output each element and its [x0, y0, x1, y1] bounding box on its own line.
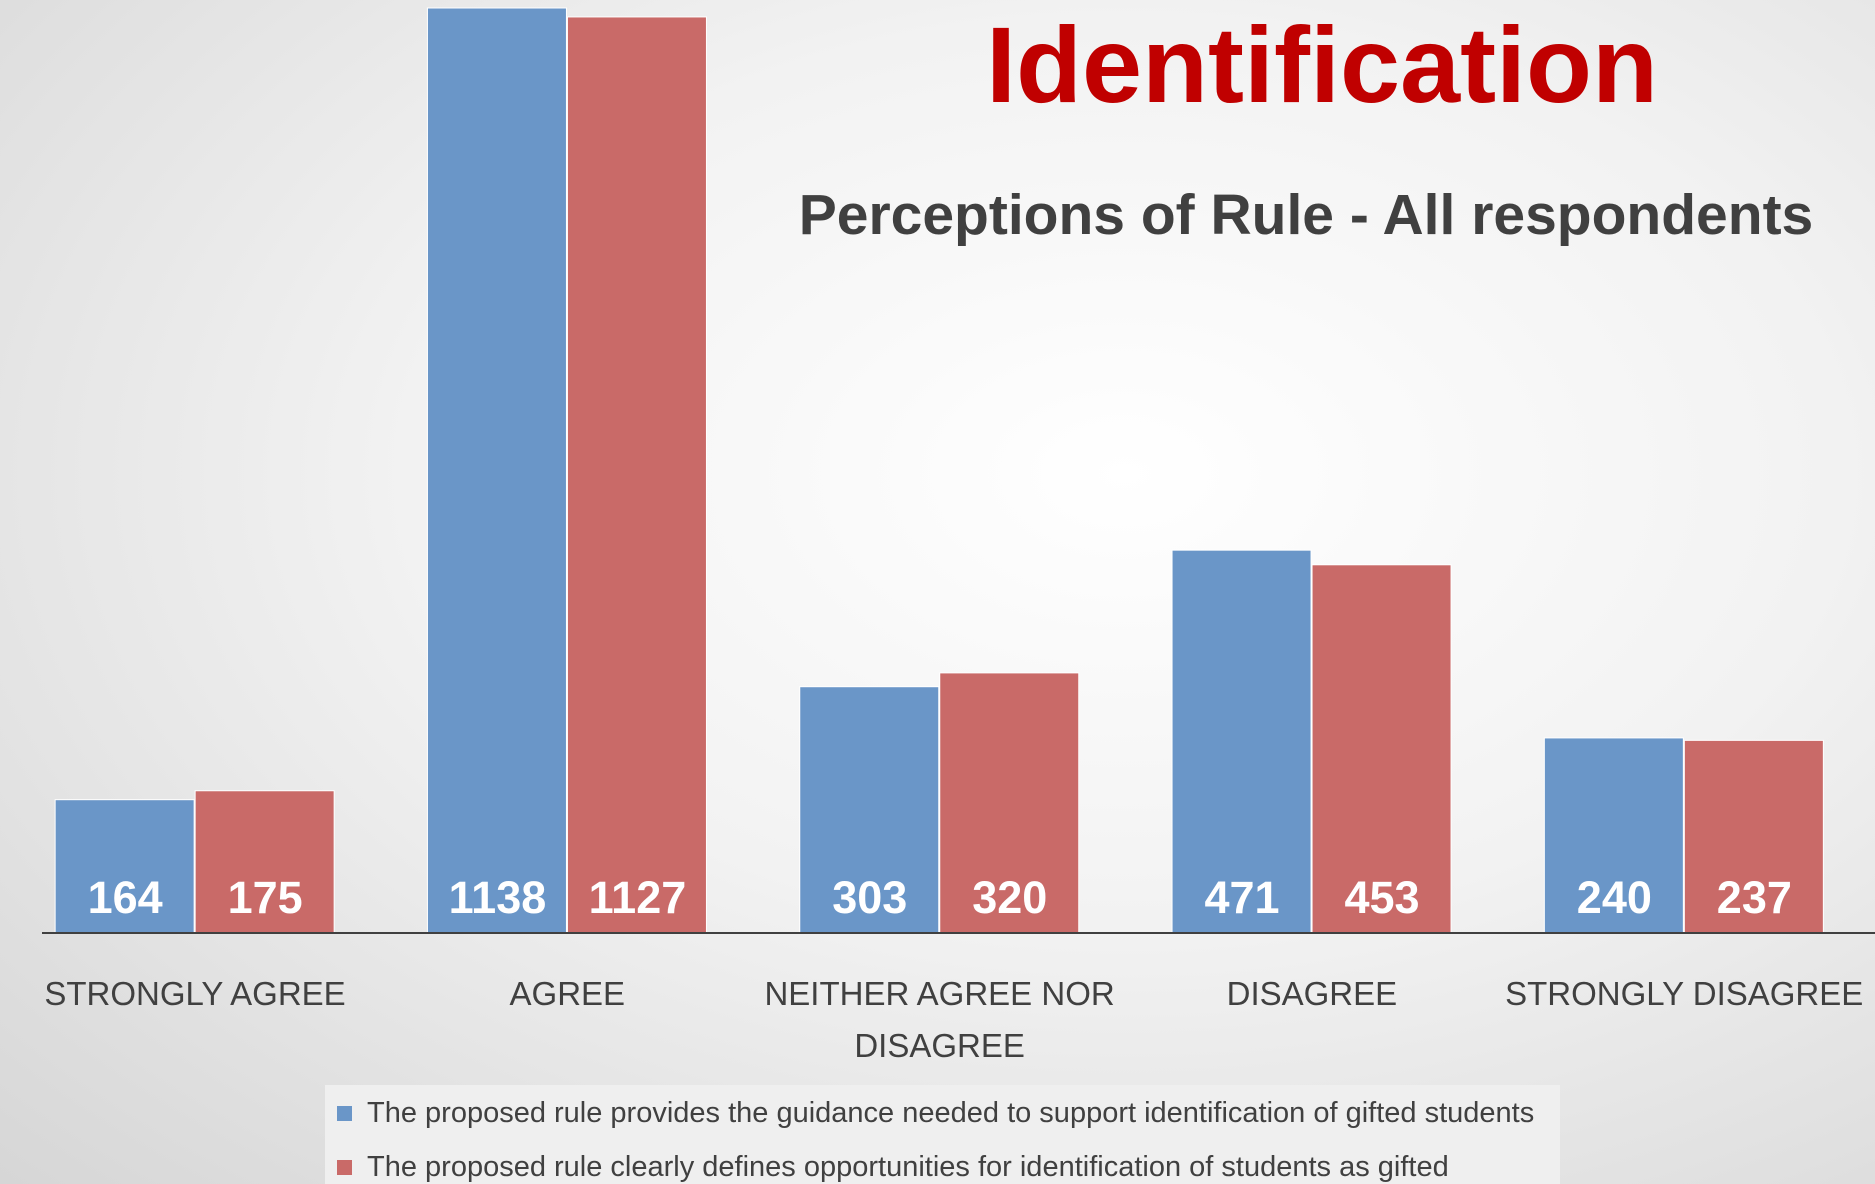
bar — [426, 7, 567, 934]
legend-swatch — [337, 1160, 352, 1175]
data-label: 164 — [88, 872, 163, 923]
bar — [799, 686, 940, 934]
chart-title: Identification — [986, 4, 1658, 125]
legend: The proposed rule provides the guidance … — [325, 1085, 1560, 1184]
x-tick-label: DISAGREE — [1226, 975, 1398, 1012]
bar — [1311, 564, 1452, 934]
data-label: 453 — [1345, 872, 1420, 923]
bar — [1543, 737, 1684, 934]
legend-swatch — [337, 1106, 352, 1121]
data-label: 237 — [1717, 872, 1792, 923]
legend-entry: The proposed rule provides the guidance … — [337, 1097, 1534, 1130]
legend-entry: The proposed rule clearly defines opport… — [337, 1151, 1449, 1184]
bar — [1171, 549, 1312, 934]
data-label: 320 — [972, 872, 1047, 923]
x-tick-label: AGREE — [509, 975, 626, 1012]
x-tick-label: STRONGLY AGREE — [44, 975, 346, 1012]
data-label: 1138 — [449, 872, 547, 923]
data-label: 240 — [1577, 872, 1652, 923]
data-label: 1127 — [589, 872, 687, 923]
x-tick-label: NEITHER AGREE NOR DISAGREE — [764, 975, 1115, 1064]
bar — [1683, 739, 1824, 934]
data-label: 471 — [1205, 872, 1280, 923]
data-label: 303 — [832, 872, 907, 923]
chart-subtitle: Perceptions of Rule - All respondents — [799, 183, 1814, 247]
x-tick-label: STRONGLY DISAGREE — [1505, 975, 1864, 1012]
data-label: 175 — [228, 872, 303, 923]
bar — [566, 16, 707, 934]
